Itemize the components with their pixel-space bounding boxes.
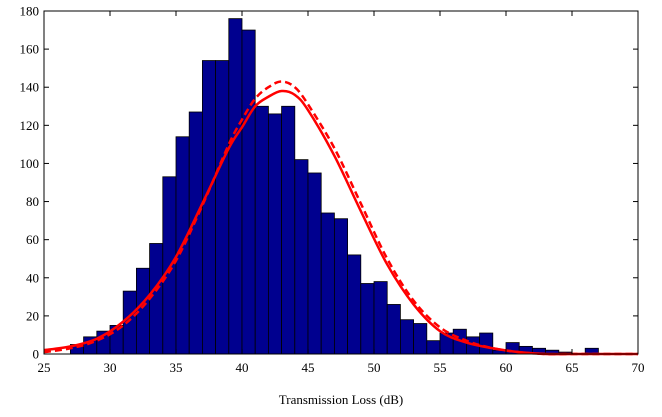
histogram-bar-23 <box>373 281 388 355</box>
y-tick-label-3: 60 <box>26 232 39 247</box>
x-tick-label-7: 60 <box>500 360 513 375</box>
x-tick-label-8: 65 <box>566 360 579 375</box>
y-tick-label-8: 160 <box>20 42 40 57</box>
y-tick-label-2: 40 <box>26 270 39 285</box>
y-tick-label-6: 120 <box>20 118 40 133</box>
histogram-bar-6 <box>149 243 164 355</box>
x-tick-label-1: 30 <box>104 360 117 375</box>
y-tick-label-0: 0 <box>33 347 40 362</box>
histogram-bar-21 <box>347 254 362 355</box>
x-tick-label-5: 50 <box>368 360 381 375</box>
histogram-bar-26 <box>413 323 428 355</box>
histogram-bar-11 <box>215 60 230 355</box>
dashed-fit-curve <box>43 80 638 356</box>
histogram-bar-31 <box>479 332 494 355</box>
x-tick-label-9: 70 <box>632 360 645 375</box>
histogram-bar-13 <box>241 29 256 355</box>
y-tick-label-5: 100 <box>20 156 40 171</box>
histogram-bar-25 <box>399 319 414 355</box>
fit-curves <box>43 80 638 356</box>
y-tick-label-4: 80 <box>26 194 39 209</box>
x-tick-label-0: 25 <box>38 360 51 375</box>
axis-ticks: 25 30 35 40 45 50 55 60 65 70 0 20 40 60 80 100 120 140 16… <box>20 4 645 376</box>
histogram-bar-18 <box>307 172 322 355</box>
histogram-bars <box>70 18 599 355</box>
histogram-bar-15 <box>267 113 282 355</box>
y-tick-label-9: 180 <box>20 4 40 19</box>
histogram-bar-20 <box>333 218 348 355</box>
histogram-bar-12 <box>228 18 243 355</box>
histogram-bar-14 <box>254 105 269 355</box>
y-tick-label-7: 140 <box>20 80 40 95</box>
y-tick-label-1: 20 <box>26 308 39 323</box>
histogram-bar-16 <box>281 105 296 355</box>
histogram-bar-22 <box>360 283 375 355</box>
plot-frame <box>43 10 639 355</box>
x-tick-label-3: 40 <box>236 360 249 375</box>
histogram-bar-24 <box>386 304 401 355</box>
x-tick-label-2: 35 <box>170 360 183 375</box>
x-axis-label: Transmission Loss (dB) <box>279 392 403 407</box>
x-tick-label-4: 45 <box>302 360 315 375</box>
histogram-bar-19 <box>320 212 335 355</box>
histogram-bar-27 <box>426 340 441 355</box>
histogram-bar-10 <box>201 60 216 355</box>
x-tick-label-6: 55 <box>434 360 447 375</box>
histogram-bar-17 <box>294 159 309 355</box>
